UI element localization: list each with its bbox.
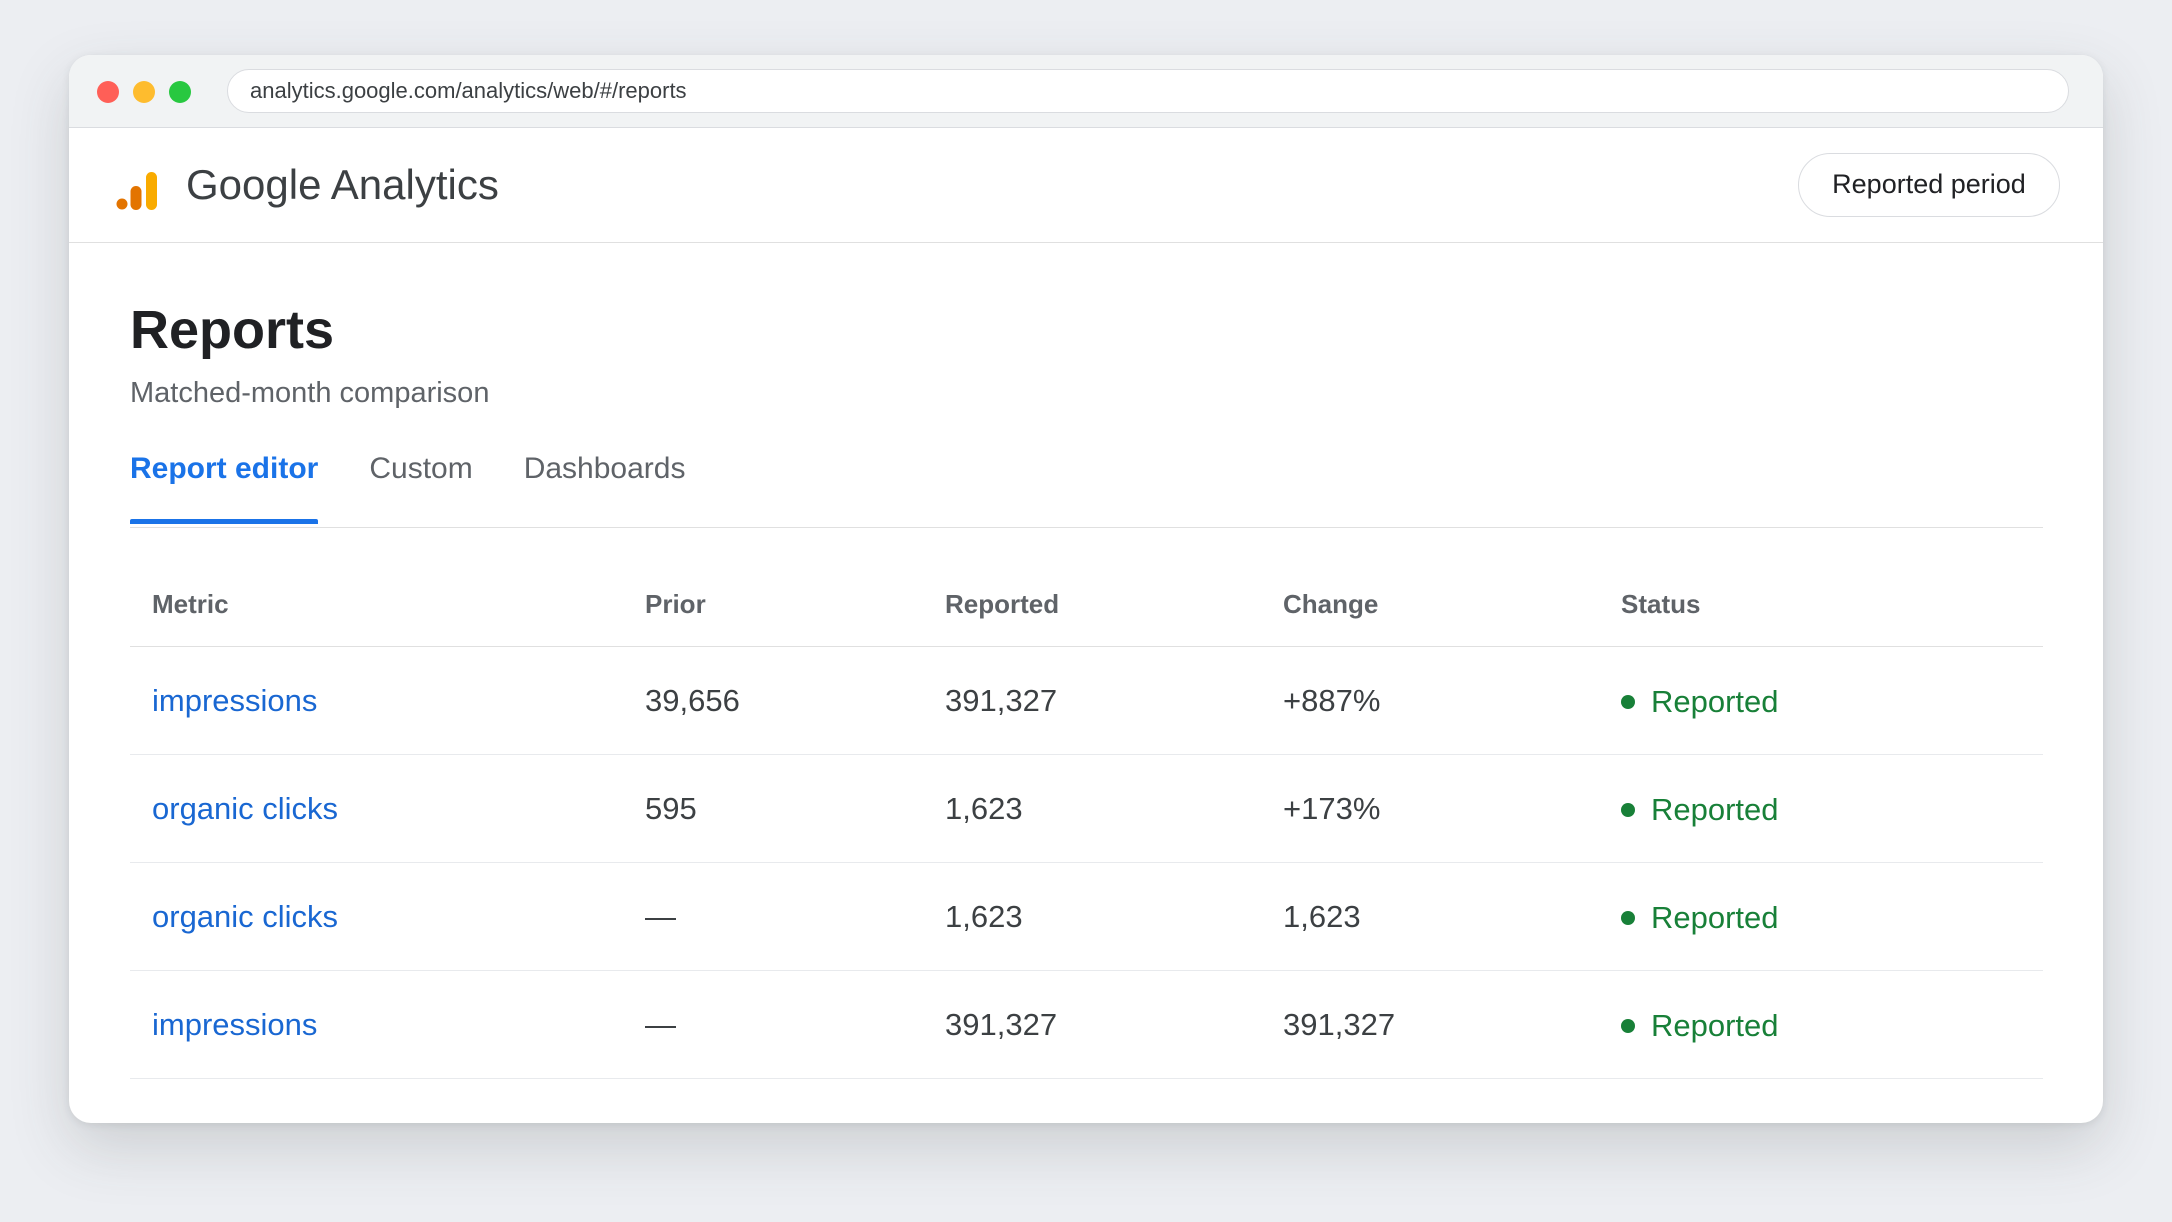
page-subtitle: Matched-month comparison <box>130 377 490 409</box>
status-badge: Reported <box>1621 684 1779 720</box>
close-window-button[interactable] <box>97 81 119 103</box>
metrics-table: Metric Prior Reported Change Status impr… <box>130 562 2043 1079</box>
change-value: +173% <box>1283 754 1621 863</box>
status-badge: Reported <box>1621 900 1779 936</box>
status-badge: Reported <box>1621 1008 1779 1044</box>
status-dot-icon <box>1621 803 1635 817</box>
browser-chrome: analytics.google.com/analytics/web/#/rep… <box>69 55 2103 128</box>
tab-report-editor[interactable]: Report editor <box>130 446 319 524</box>
status-dot-icon <box>1621 1019 1635 1033</box>
app-title: Google Analytics <box>186 161 499 208</box>
app-header: Google Analytics Reported period <box>69 128 2103 243</box>
status-label: Reported <box>1651 684 1779 719</box>
metric-link[interactable]: impressions <box>152 682 318 718</box>
table-row: impressions — 391,327 391,327 Reported <box>130 970 2043 1079</box>
prior-value: — <box>645 970 945 1079</box>
reported-value: 391,327 <box>945 646 1283 755</box>
analytics-logo-icon <box>116 172 157 210</box>
tab-custom[interactable]: Custom <box>369 452 473 485</box>
tab-dashboards[interactable]: Dashboards <box>523 452 686 485</box>
prior-value: 39,656 <box>645 646 945 755</box>
metric-link[interactable]: organic clicks <box>152 898 339 934</box>
table-row: impressions 39,656 391,327 +887% Reporte… <box>130 646 2043 755</box>
prior-value: — <box>645 862 945 971</box>
status-badge: Reported <box>1621 792 1779 828</box>
main-content: Reports Matched-month comparison Report … <box>130 297 2043 1079</box>
metric-link[interactable]: impressions <box>152 1006 318 1042</box>
page-title: Reports <box>130 300 335 360</box>
maximize-window-button[interactable] <box>169 81 191 103</box>
prior-value: 595 <box>645 754 945 863</box>
reported-value: 391,327 <box>945 970 1283 1079</box>
status-label: Reported <box>1651 900 1779 935</box>
address-bar[interactable]: analytics.google.com/analytics/web/#/rep… <box>227 69 2069 113</box>
reported-value: 1,623 <box>945 862 1283 971</box>
reported-value: 1,623 <box>945 754 1283 863</box>
report-tabs: Report editor Custom Dashboards <box>130 446 2043 528</box>
reported-period-button[interactable]: Reported period <box>1798 153 2060 217</box>
column-header-metric[interactable]: Metric <box>130 562 645 647</box>
change-value: 391,327 <box>1283 970 1621 1079</box>
metric-link[interactable]: organic clicks <box>152 790 339 826</box>
change-value: 1,623 <box>1283 862 1621 971</box>
status-label: Reported <box>1651 1008 1779 1043</box>
column-header-change[interactable]: Change <box>1283 562 1621 647</box>
status-dot-icon <box>1621 911 1635 925</box>
status-label: Reported <box>1651 792 1779 827</box>
table-header-row: Metric Prior Reported Change Status <box>130 562 2043 647</box>
table-row: organic clicks 595 1,623 +173% Reported <box>130 754 2043 863</box>
table-row: organic clicks — 1,623 1,623 Reported <box>130 862 2043 971</box>
column-header-reported[interactable]: Reported <box>945 562 1283 647</box>
change-value: +887% <box>1283 646 1621 755</box>
column-header-prior[interactable]: Prior <box>645 562 945 647</box>
browser-window: analytics.google.com/analytics/web/#/rep… <box>69 55 2103 1123</box>
status-dot-icon <box>1621 695 1635 709</box>
minimize-window-button[interactable] <box>133 81 155 103</box>
column-header-status[interactable]: Status <box>1621 562 2043 647</box>
